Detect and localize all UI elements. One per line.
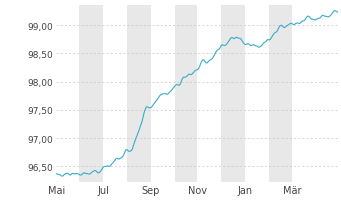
Bar xyxy=(127,6,151,182)
Bar xyxy=(221,6,245,182)
Bar xyxy=(269,6,292,182)
Bar xyxy=(79,6,103,182)
Bar xyxy=(175,6,197,182)
